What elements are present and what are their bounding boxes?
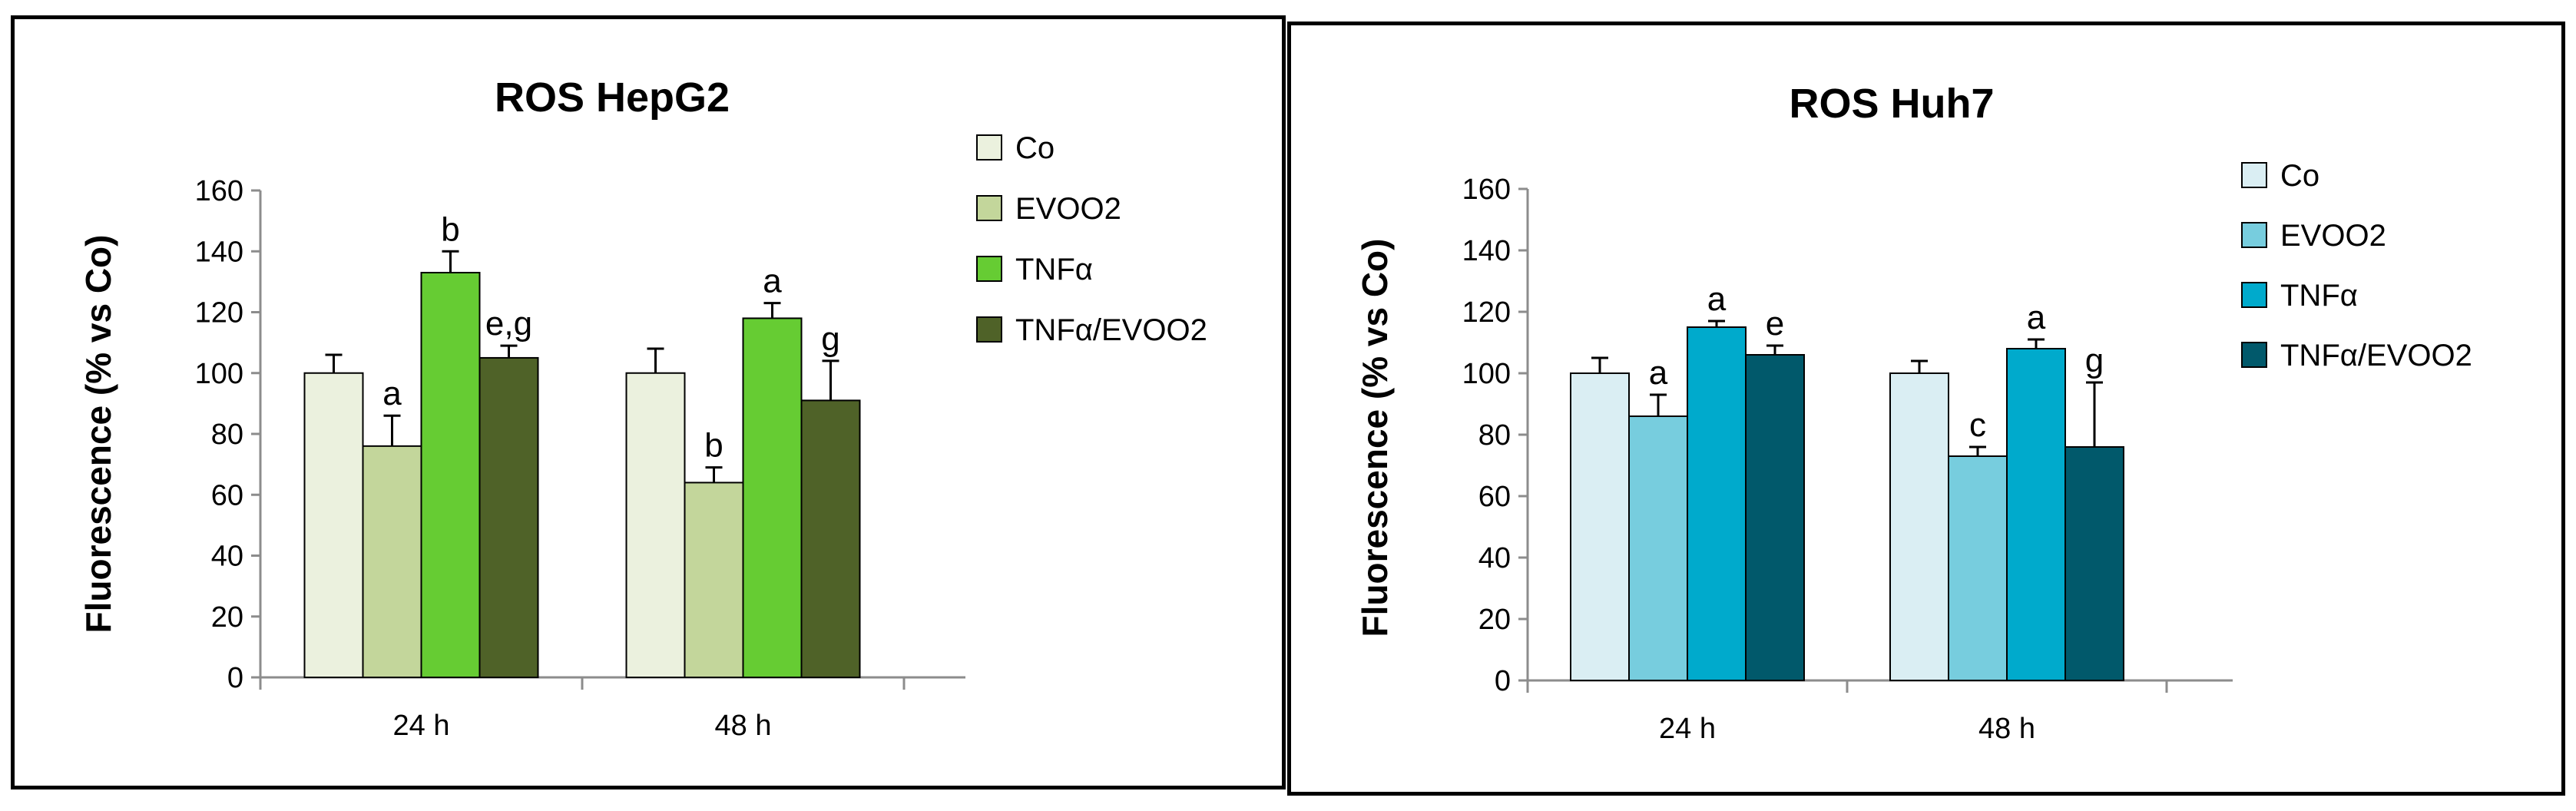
bar	[625, 372, 686, 678]
significance-label: b	[441, 210, 459, 248]
significance-label: g	[821, 320, 839, 358]
chart-panel-hepg2: ROS HepG2 Fluorescence (% vs Co) 0 20 40 60 80…	[11, 15, 1286, 789]
y-tick-label: 100	[1462, 358, 1511, 390]
y-tick-label: 40	[211, 541, 243, 573]
chart-title: ROS HepG2	[495, 74, 730, 121]
y-tick-label: 0	[1495, 665, 1511, 697]
bar	[800, 399, 861, 678]
x-category-label: 48 h	[1978, 713, 2035, 745]
bar	[1948, 455, 2008, 681]
y-tick-label: 20	[211, 601, 243, 634]
legend-label: Co	[1015, 131, 1055, 165]
significance-label: a	[382, 375, 402, 412]
significance-label: a	[1707, 280, 1727, 318]
legend-swatch	[976, 134, 1002, 161]
legend-swatch	[2241, 222, 2267, 248]
legend-label: EVOO2	[2280, 219, 2386, 253]
legend-swatch	[976, 195, 1002, 221]
y-tick-label: 160	[1462, 174, 1511, 206]
x-category-label: 24 h	[393, 710, 450, 742]
y-tick-label: 60	[1478, 481, 1511, 513]
legend-label: TNFα	[1015, 253, 1093, 286]
significance-label: e,g	[485, 305, 532, 343]
significance-label: e	[1766, 305, 1784, 343]
y-tick-label: 0	[227, 662, 243, 694]
y-tick-label: 80	[1478, 419, 1511, 452]
y-axis-label: Fluorescence (% vs Co)	[78, 235, 118, 634]
bar	[303, 372, 364, 678]
bar	[1889, 372, 1949, 681]
chart-hepg2: ROS HepG2 Fluorescence (% vs Co) 0 20 40 60 80…	[78, 74, 1207, 742]
x-category-label: 24 h	[1659, 713, 1716, 745]
legend-label: TNFα	[2280, 279, 2358, 313]
bar	[2006, 348, 2066, 681]
bar	[1687, 326, 1747, 681]
significance-label: a	[1649, 354, 1668, 392]
legend-swatch	[2241, 342, 2267, 368]
y-tick-label: 120	[195, 297, 243, 329]
significance-label: a	[763, 263, 782, 300]
y-tick-label: 80	[211, 419, 243, 451]
significance-label: g	[2085, 342, 2104, 379]
y-tick-label: 160	[195, 175, 243, 207]
legend-swatch	[2241, 162, 2267, 188]
legend-swatch	[976, 316, 1002, 343]
chart-title: ROS Huh7	[1789, 81, 1994, 127]
legend-label: EVOO2	[1015, 192, 1121, 226]
y-tick-label: 20	[1478, 604, 1511, 636]
bar	[420, 271, 481, 678]
chart-panel-huh7: ROS Huh7 Fluorescence (% vs Co) 0 20 40 60 80 1…	[1287, 22, 2565, 796]
legend-swatch	[2241, 282, 2267, 308]
bar	[1628, 415, 1688, 681]
significance-label: b	[704, 427, 723, 465]
y-tick-label: 120	[1462, 296, 1511, 329]
y-tick-label: 140	[1462, 235, 1511, 267]
y-tick-label: 100	[195, 358, 243, 390]
bar	[684, 482, 744, 679]
bar	[362, 445, 422, 678]
legend-label: Co	[2280, 159, 2319, 193]
bar	[1570, 372, 1630, 681]
bar	[742, 317, 803, 678]
legend-swatch	[976, 256, 1002, 282]
significance-label: a	[2027, 299, 2046, 336]
bar	[478, 356, 539, 678]
y-tick-label: 140	[195, 236, 243, 268]
y-axis-label: Fluorescence (% vs Co)	[1355, 239, 1395, 637]
y-tick-label: 40	[1478, 542, 1511, 574]
bar	[1745, 354, 1805, 681]
chart-huh7: ROS Huh7 Fluorescence (% vs Co) 0 20 40 60 80 1…	[1355, 81, 2472, 745]
bar	[2064, 446, 2124, 681]
y-tick-label: 60	[211, 479, 243, 511]
x-category-label: 48 h	[715, 710, 772, 742]
significance-label: c	[1969, 406, 1986, 444]
legend-label: TNFα/EVOO2	[2280, 339, 2472, 372]
legend-label: TNFα/EVOO2	[1015, 313, 1207, 347]
